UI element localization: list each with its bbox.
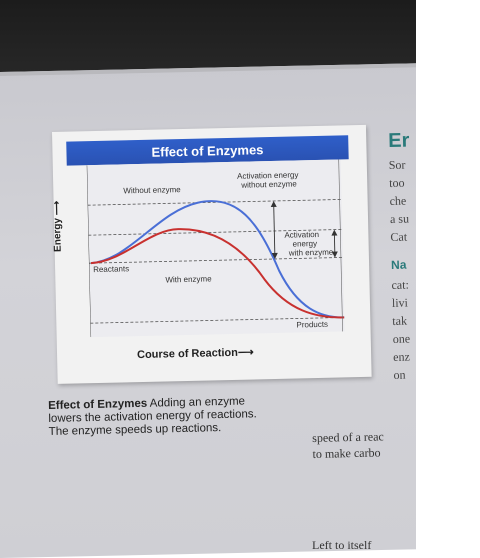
- right-heading: Er: [388, 129, 410, 152]
- right-line: too: [389, 175, 405, 190]
- right-line: Sor: [388, 157, 406, 172]
- right-margin: [416, 0, 480, 558]
- label-activation-with-3: with enzyme: [288, 247, 334, 258]
- x-axis-label: Course of Reaction⟶: [136, 346, 254, 362]
- enzyme-figure: Effect of Enzymes Without enzyme Activat…: [51, 124, 372, 384]
- figure-caption: Effect of Enzymes Adding an enzyme lower…: [48, 395, 269, 439]
- caption-title: Effect of Enzymes: [48, 397, 148, 412]
- mid-dashed-line: [88, 229, 343, 236]
- energy-diagram: [86, 159, 345, 338]
- label-activation-without-2: without enzyme: [241, 179, 297, 190]
- label-products: Products: [296, 319, 329, 330]
- label-without-enzyme: Without enzyme: [123, 185, 181, 196]
- right-line: one: [392, 331, 411, 346]
- top-dashed-line: [87, 199, 342, 206]
- activation-without-arrow: [273, 202, 276, 257]
- product-dashed-line: [90, 317, 345, 324]
- reactant-dashed-line: [88, 257, 343, 264]
- right-line: livi: [391, 295, 409, 310]
- right-line: Cat: [390, 229, 408, 244]
- right-line: che: [389, 193, 407, 208]
- right-line: tak: [392, 313, 408, 328]
- right-line: cat:: [391, 277, 409, 292]
- without-enzyme-curve: [90, 200, 345, 319]
- right-line: enz: [392, 349, 410, 364]
- right-line: on: [393, 367, 406, 382]
- with-enzyme-curve: [90, 228, 345, 319]
- label-reactants: Reactants: [93, 264, 130, 275]
- right-subheading: Na: [390, 257, 407, 272]
- y-axis-label: Energy ⟶: [51, 200, 64, 253]
- body-line: speed of a reac: [312, 429, 384, 445]
- body-line-bottom: Left to itself: [312, 538, 372, 552]
- label-with-enzyme: With enzyme: [165, 274, 212, 285]
- body-line: to make carbo: [312, 445, 381, 461]
- plot-area: Without enzyme Activation energy without…: [86, 159, 345, 338]
- body-text-bottom: speed of a reac to make carbo: [312, 428, 384, 462]
- right-line: a su: [389, 211, 410, 226]
